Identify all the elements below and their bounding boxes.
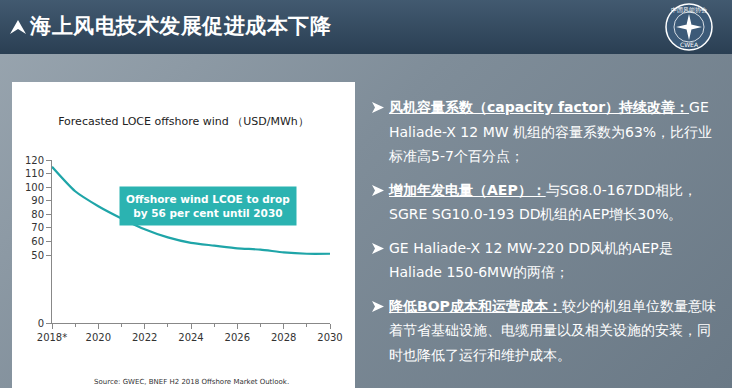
html-text:GE Haliade-X 12 MW-220 DD风机的AE: GE Haliade-X 12 MW-220 DD风机的AEP是Haliade …	[389, 239, 673, 280]
svg-text:2026: 2026	[225, 332, 250, 343]
html-text:降低BOP成本和运营成本：较少的机组单位数量意味着节省基础设: 降低BOP成本和运营成本：较少的机组单位数量意味着节省基础设施、电缆用量以及相关…	[389, 297, 716, 363]
svg-text:CWEA: CWEA	[680, 41, 699, 48]
svg-text:120: 120	[25, 155, 44, 166]
svg-text:0: 0	[38, 318, 44, 329]
svg-text:2020: 2020	[86, 332, 111, 343]
svg-text:110: 110	[25, 168, 44, 179]
svg-text:Source: GWEC, BNEF H2 2018 Off: Source: GWEC, BNEF H2 2018 Offshore Mark…	[94, 378, 289, 386]
svg-text:中国风能协会: 中国风能协会	[671, 7, 707, 13]
svg-text:2030: 2030	[317, 332, 342, 343]
html-text:增加年发电量（AEP）：与SG8.0-167DD相比，SGR: 增加年发电量（AEP）：与SG8.0-167DD相比，SGRE SG10.0-1…	[389, 181, 697, 222]
svg-text:2022: 2022	[132, 332, 157, 343]
svg-text:2028: 2028	[271, 332, 296, 343]
svg-text:100: 100	[25, 182, 44, 193]
svg-text:2024: 2024	[178, 332, 203, 343]
html-text:海上风电技术发展促进成本下降: 海上风电技术发展促进成本下降	[30, 14, 331, 38]
svg-text:50: 50	[31, 250, 44, 261]
svg-text:70: 70	[31, 222, 44, 233]
svg-text:90: 90	[31, 195, 44, 206]
svg-text:80: 80	[31, 209, 44, 220]
svg-text:60: 60	[31, 236, 44, 247]
svg-text:Offshore wind LCOE to dropby 5: Offshore wind LCOE to dropby 56 per cent…	[126, 193, 290, 219]
svg-text:Forecasted LOCE offshore wind: Forecasted LOCE offshore wind （USD/MWh）	[58, 115, 309, 128]
html-text:风机容量系数（capacity factor）持续改善：GE: 风机容量系数（capacity factor）持续改善：GE Haliade-X…	[389, 99, 713, 164]
svg-text:2018*: 2018*	[37, 332, 67, 343]
